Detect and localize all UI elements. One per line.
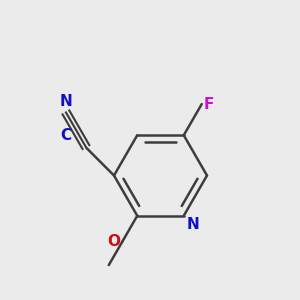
Text: N: N <box>186 217 199 232</box>
Text: F: F <box>203 97 214 112</box>
Text: C: C <box>60 128 72 143</box>
Text: N: N <box>60 94 72 109</box>
Text: O: O <box>108 234 121 249</box>
